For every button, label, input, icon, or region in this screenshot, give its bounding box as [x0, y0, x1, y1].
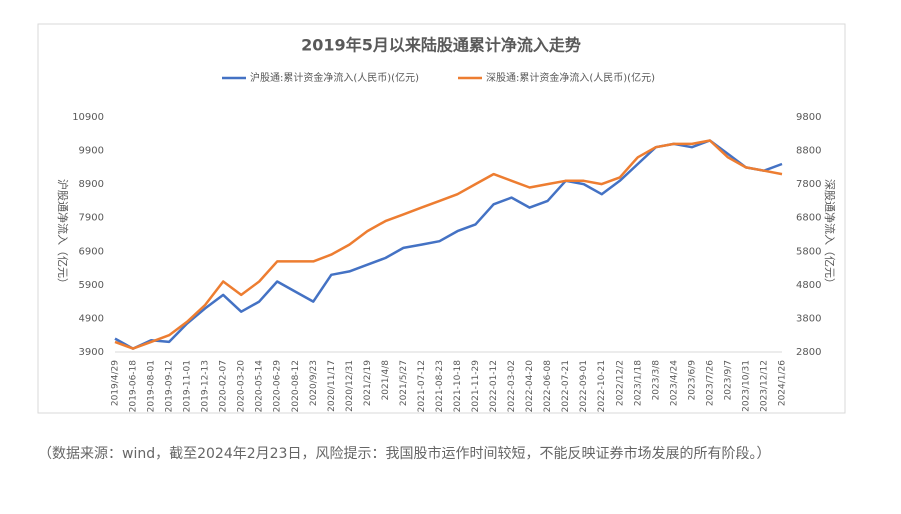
x-tick-label: 2024/1/26 — [778, 360, 788, 406]
x-tick-label: 2021-11-29 — [471, 360, 481, 413]
x-tick-label: 2019/4/29 — [111, 360, 121, 406]
x-tick-label: 2019-12-13 — [201, 360, 211, 412]
x-tick-label: 2023/7/26 — [705, 360, 715, 406]
chart-title: 2019年5月以来陆股通累计净流入走势 — [301, 36, 581, 55]
y2-axis-label: 深股通净流入（亿元） — [823, 179, 837, 289]
x-tick-label: 2021/2/19 — [363, 360, 373, 406]
x-tick-label: 2021-08-23 — [435, 360, 445, 412]
x-tick-label: 2021/5/27 — [399, 360, 409, 406]
y2-tick-label: 3800 — [796, 313, 821, 324]
x-tick-label: 2021-10-18 — [453, 360, 463, 413]
x-tick-label: 2022-06-08 — [543, 360, 553, 413]
y-tick-label: 6900 — [79, 246, 104, 257]
y2-tick-label: 8800 — [796, 146, 821, 157]
x-tick-label: 2022/12/2 — [615, 360, 625, 406]
x-tick-label: 2020-08-12 — [291, 360, 301, 412]
x-tick-label: 2019-06-18 — [129, 360, 139, 413]
x-tick-label: 2020/9/23 — [309, 360, 319, 406]
x-tick-label: 2019-09-12 — [165, 360, 175, 412]
chart: 2019年5月以来陆股通累计净流入走势 沪股通净流入（亿元） 深股通净流入（亿元… — [37, 23, 846, 414]
x-tick-label: 2023/6/9 — [687, 360, 697, 401]
chart-frame — [37, 23, 846, 414]
y2-tick-label: 9800 — [796, 112, 821, 123]
x-tick-label: 2020-05-14 — [255, 360, 265, 413]
x-tick-label: 2021-07-12 — [417, 360, 427, 412]
y-tick-label: 3900 — [79, 347, 104, 358]
x-tick-label: 2022-03-02 — [507, 360, 517, 412]
x-tick-label: 2022-01-12 — [489, 360, 499, 412]
x-tick-label: 2020-03-20 — [237, 360, 247, 413]
x-tick-label: 2022-09-01 — [579, 360, 589, 412]
y-tick-label: 5900 — [79, 280, 104, 291]
source-note: （数据来源：wind，截至2024年2月23日，风险提示：我国股市运作时间较短，… — [38, 446, 771, 462]
legend-label: 深股通:累计资金净流入(人民币)(亿元) — [486, 71, 655, 84]
x-tick-label: 2019-08-01 — [147, 360, 157, 412]
y2-tick-label: 7800 — [796, 179, 821, 190]
x-tick-label: 2022-10-21 — [597, 360, 607, 412]
y-tick-label: 9900 — [79, 146, 104, 157]
x-tick-label: 2023/4/24 — [669, 360, 679, 406]
y-tick-label: 7900 — [79, 213, 104, 224]
x-tick-label: 2023/9/7 — [723, 360, 733, 400]
y2-tick-label: 6800 — [796, 213, 821, 224]
x-tick-label: 2019-11-01 — [183, 360, 193, 412]
series-line — [114, 139, 783, 350]
y2-tick-label: 4800 — [796, 280, 821, 291]
x-tick-label: 2020/11/17 — [327, 360, 337, 412]
x-tick-label: 2020-06-29 — [273, 360, 283, 413]
x-tick-label: 2022-04-20 — [525, 360, 535, 413]
y2-tick-label: 5800 — [796, 246, 821, 257]
x-tick-label: 2023/10/31 — [741, 360, 751, 412]
x-tick-label: 2021/4/8 — [381, 360, 391, 401]
x-tick-label: 2023/3/8 — [651, 360, 661, 401]
x-tick-label: 2023/1/18 — [633, 360, 643, 406]
legend-label: 沪股通:累计资金净流入(人民币)(亿元) — [250, 71, 419, 84]
x-tick-label: 2023/12/12 — [759, 360, 769, 412]
x-tick-label: 2020-02-07 — [219, 360, 229, 412]
y2-tick-label: 2800 — [796, 347, 821, 358]
x-tick-label: 2020/12/31 — [345, 360, 355, 412]
y-tick-label: 8900 — [79, 179, 104, 190]
y-axis-label: 沪股通净流入（亿元） — [56, 179, 70, 289]
y-tick-label: 10900 — [72, 112, 104, 123]
y-tick-label: 4900 — [79, 313, 104, 324]
x-tick-label: 2022-07-21 — [561, 360, 571, 412]
